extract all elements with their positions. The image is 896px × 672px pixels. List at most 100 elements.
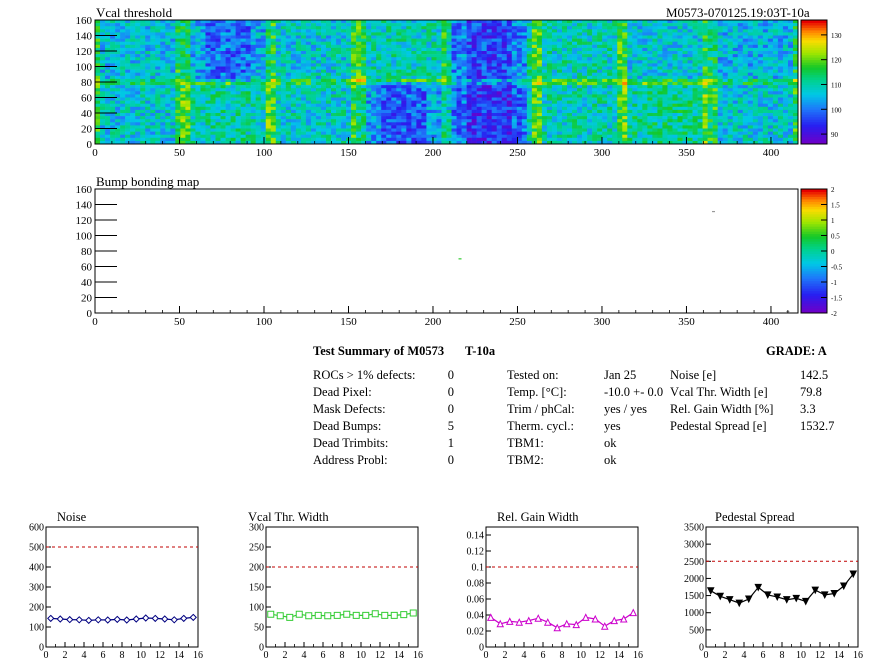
mini-x-tick-label: 12 [375,650,385,660]
summary-value: 0 [447,385,454,399]
map-y-tick-label: 120 [76,46,93,58]
data-point [94,616,102,624]
data-point [619,614,628,623]
data-point [324,612,332,620]
data-point [75,616,83,624]
series-line [710,573,854,604]
mini-x-tick-label: 16 [633,650,643,660]
mini-y-tick-label: 0 [699,643,704,654]
map-y-tick-label: 60 [81,262,93,274]
mini-x-tick-label: 14 [394,650,404,660]
map-y-tick-label: 120 [76,215,93,227]
data-point [773,593,782,602]
map-x-tick-label: 250 [509,147,526,159]
summary-value: 5 [447,419,454,433]
summary-label: TBM2: [507,453,544,467]
mini-y-tick-label: 2000 [684,574,704,585]
summary-label: Pedestal Spread [e] [670,419,767,433]
map-y-tick-label: 20 [81,293,93,305]
bump-defect-mark [712,210,716,213]
data-point [390,611,398,619]
summary-label: TBM1: [507,436,544,450]
data-point [591,614,600,623]
data-point [104,616,112,624]
data-point [524,616,533,625]
summary-label: Dead Bumps: [313,419,382,433]
map-x-tick-label: 100 [256,316,273,328]
data-point [276,612,284,620]
map-x-tick-label: 400 [763,316,780,328]
data-point [295,610,303,618]
map-y-tick-label: 0 [87,308,93,320]
map-x-tick-label: 0 [92,316,98,328]
data-point [629,608,638,617]
mini-x-tick-label: 10 [136,650,146,660]
data-point [515,618,524,626]
mini-y-tick-label: 100 [249,603,264,614]
map-x-tick-label: 50 [174,147,186,159]
mini-y-tick-label: 0 [479,643,484,654]
mini-x-tick-label: 14 [174,650,184,660]
data-point [811,586,820,595]
mini-y-tick-label: 100 [29,623,44,634]
mini-x-tick-label: 12 [155,650,165,660]
palette-tick-label: 1.5 [831,202,840,210]
summary-grade: GRADE: A [766,344,827,358]
palette-tick-label: 100 [831,106,842,114]
data-point [132,615,140,623]
data-point [600,622,609,630]
mini-x-tick-label: 6 [101,650,106,660]
data-point [830,590,839,598]
summary-value: 0 [447,402,454,416]
data-point [371,610,379,618]
palette-tick-label: 0.5 [831,233,840,241]
map-y-tick-label: 20 [81,124,93,136]
summary-value: 1532.7 [800,419,835,433]
mini-x-tick-label: 6 [541,650,546,660]
map-y-tick-label: 40 [81,108,93,120]
summary-value: 0 [447,453,454,467]
mini-x-tick-label: 14 [834,650,844,660]
palette-tick-label: 0 [831,248,835,256]
mini-y-tick-label: 0 [259,643,264,654]
data-point [47,614,55,623]
data-point [56,615,64,623]
data-point [754,583,763,592]
data-point [610,616,619,625]
data-point [735,599,744,608]
mini-x-tick-label: 2 [63,650,68,660]
mini-y-tick-label: 0 [39,643,44,654]
data-point [763,591,772,600]
map-y-tick-label: 80 [81,246,93,258]
map-y-tick-label: 100 [76,231,93,243]
mini-x-tick-label: 4 [742,650,747,660]
map-x-tick-label: 250 [509,316,526,328]
data-point [113,615,121,624]
mini-y-tick-label: 1000 [684,608,704,619]
summary-label: Dead Trimbits: [313,436,389,450]
mini-x-tick-label: 2 [503,650,508,660]
mini-y-tick-label: 50 [254,623,264,634]
mini-y-tick-label: 600 [29,523,44,534]
data-point [543,618,552,626]
palette-tick-label: 130 [831,32,842,40]
data-point [496,619,505,628]
mini-y-tick-label: 1500 [684,591,704,602]
mini-x-tick-label: 2 [723,650,728,660]
summary-value: 0 [447,368,454,382]
mini-y-tick-label: 3000 [684,540,704,551]
summary-value: 1 [447,436,454,450]
summary-value: yes [604,419,621,433]
map-x-tick-label: 300 [594,147,611,159]
summary-label: Mask Defects: [313,402,386,416]
mini-y-tick-label: 0.1 [472,563,485,574]
map-x-tick-label: 150 [340,147,357,159]
series-line [270,612,414,619]
summary-label: ROCs > 1% defects: [313,368,416,382]
module-id-label: M0573-070125.19:03T-10a [666,5,810,20]
mini-x-tick-label: 14 [614,650,624,660]
map-y-tick-label: 80 [81,77,93,89]
mini-chart-3: Rel. Gain Width 0 0.02 0.04 0.06 0.08 0.1 0.12 0… [467,510,644,660]
mini-y-tick-label: 200 [249,563,264,574]
data-point [562,619,571,628]
